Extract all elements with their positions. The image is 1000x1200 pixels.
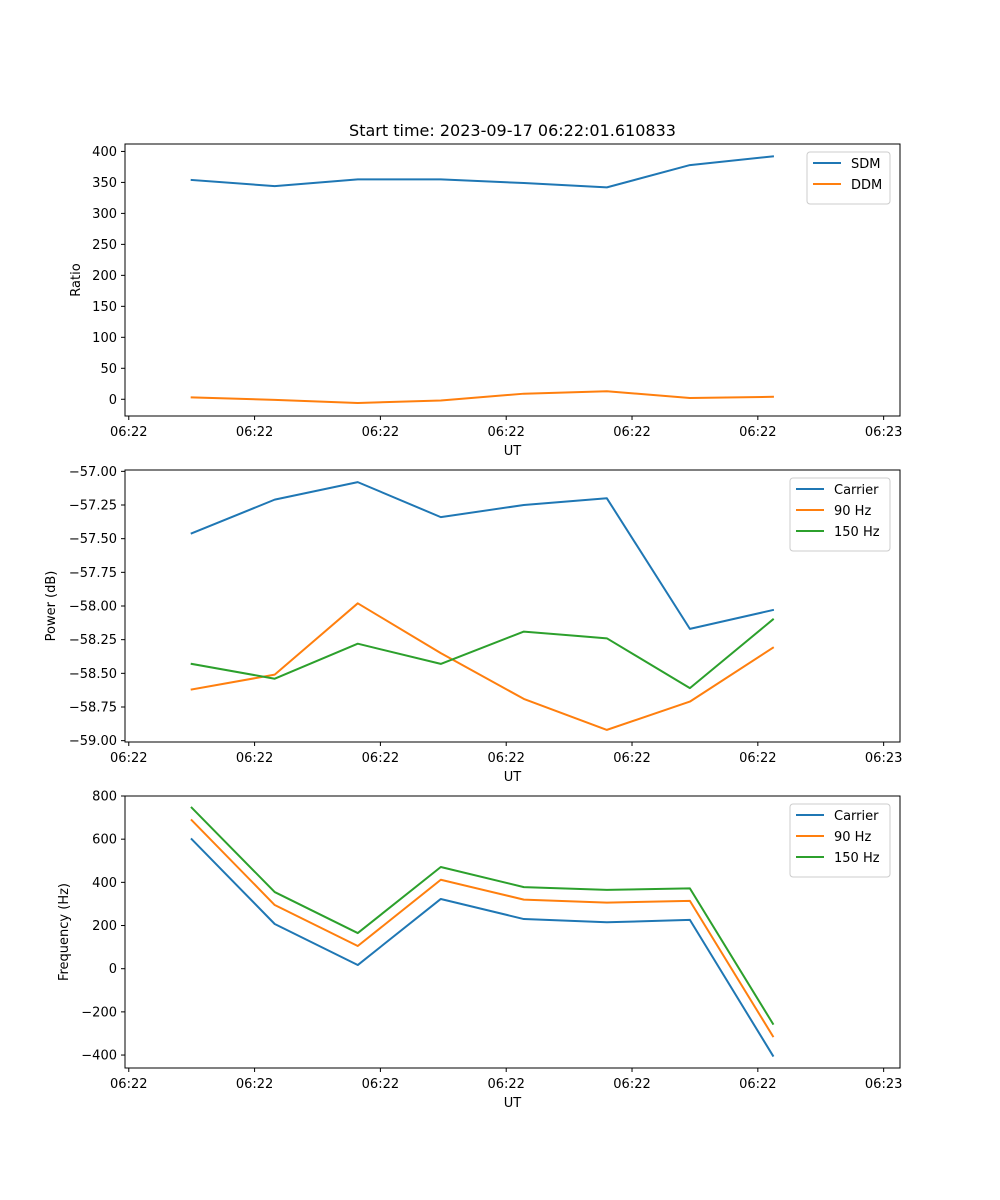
x-axis-label: UT [504, 444, 522, 459]
power-panel: 06:22 06:22 06:22 06:22 06:22 06:22 06:23 −59.0… [44, 465, 902, 785]
legend-label-ddm: DDM [851, 178, 882, 193]
series-line-150-hz [190, 806, 775, 1026]
y-tick-label: −57.50 [69, 532, 117, 547]
y-axis-label: Power (dB) [44, 571, 59, 642]
y-tick-label: −58.50 [69, 667, 117, 682]
y-tick-label: −59.00 [69, 734, 117, 749]
y-tick-label: 400 [92, 876, 117, 891]
x-tick-label: 06:22 [613, 425, 650, 440]
x-tick-label: 06:22 [739, 1077, 776, 1092]
y-tick-label: 150 [92, 300, 117, 315]
y-axis-label: Ratio [69, 263, 84, 296]
y-tick-label: 350 [92, 176, 117, 191]
series-line-90-hz [190, 602, 775, 731]
x-tick-label: 06:22 [487, 425, 524, 440]
legend-label-carrier: Carrier [834, 809, 879, 824]
y-tick-label: 0 [109, 393, 117, 408]
y-tick-label: −57.25 [69, 499, 117, 514]
y-tick-label: −58.75 [69, 700, 117, 715]
x-tick-label: 06:22 [362, 751, 399, 766]
series-line-sdm [190, 155, 775, 189]
y-tick-label: 200 [92, 919, 117, 934]
legend-label-150-hz: 150 Hz [834, 525, 880, 540]
y-tick-label: −400 [81, 1049, 117, 1064]
x-axis-label: UT [504, 1096, 522, 1111]
x-tick-label: 06:22 [110, 751, 147, 766]
x-tick-label: 06:22 [739, 751, 776, 766]
y-tick-label: 300 [92, 207, 117, 222]
axes-frame [124, 795, 901, 1069]
figure-title: Start time: 2023-09-17 06:22:01.610833 [349, 121, 676, 140]
y-tick-label: −57.75 [69, 566, 117, 581]
y-tick-label: 0 [109, 962, 117, 977]
x-tick-label: 06:22 [362, 425, 399, 440]
x-tick-label: 06:22 [739, 425, 776, 440]
legend: Carrier 90 Hz 150 Hz [789, 477, 891, 552]
frequency-panel: 06:22 06:22 06:22 06:22 06:22 06:22 06:23 −400 −… [57, 790, 902, 1112]
axes-frame [124, 143, 901, 417]
y-tick-label: 50 [100, 362, 117, 377]
y-axis-label: Frequency (Hz) [57, 883, 72, 981]
x-tick-label: 06:22 [613, 1077, 650, 1092]
legend-label-90-hz: 90 Hz [834, 830, 871, 845]
ratio-panel: 06:22 06:22 06:22 06:22 06:22 06:22 06:23 0 50 10… [69, 143, 902, 459]
y-tick-label: 250 [92, 238, 117, 253]
series-line-ddm [190, 390, 774, 404]
x-tick-label: 06:22 [236, 751, 273, 766]
legend-label-90-hz: 90 Hz [834, 504, 871, 519]
legend-label-carrier: Carrier [834, 483, 879, 498]
y-tick-label: −58.00 [69, 600, 117, 615]
x-tick-label: 06:22 [236, 1077, 273, 1092]
legend-label-sdm: SDM [851, 157, 880, 172]
y-tick-label: −57.00 [69, 465, 117, 480]
series-line-150-hz [190, 618, 775, 690]
y-tick-label: 600 [92, 833, 117, 848]
x-tick-label: 06:23 [865, 751, 902, 766]
x-axis-label: UT [504, 770, 522, 785]
y-tick-label: −58.25 [69, 633, 117, 648]
x-tick-label: 06:22 [487, 1077, 524, 1092]
series-line-carrier [190, 837, 775, 1058]
legend: SDM DDM [806, 151, 891, 205]
x-tick-label: 06:23 [865, 1077, 902, 1092]
legend-box [806, 151, 891, 205]
y-tick-label: 800 [92, 790, 117, 805]
legend-box [789, 477, 891, 552]
x-tick-label: 06:22 [613, 751, 650, 766]
x-tick-label: 06:22 [110, 1077, 147, 1092]
legend-box [789, 803, 891, 878]
series-line-90-hz [190, 818, 775, 1038]
y-tick-label: 400 [92, 145, 117, 160]
series-line-carrier [190, 481, 775, 630]
y-tick-label: 100 [92, 331, 117, 346]
x-tick-label: 06:22 [236, 425, 273, 440]
x-tick-label: 06:23 [865, 425, 902, 440]
x-tick-label: 06:22 [487, 751, 524, 766]
legend-label-150-hz: 150 Hz [834, 851, 880, 866]
y-tick-label: −200 [81, 1005, 117, 1020]
x-tick-label: 06:22 [362, 1077, 399, 1092]
x-tick-label: 06:22 [110, 425, 147, 440]
y-tick-label: 200 [92, 269, 117, 284]
legend: Carrier 90 Hz 150 Hz [789, 803, 891, 878]
